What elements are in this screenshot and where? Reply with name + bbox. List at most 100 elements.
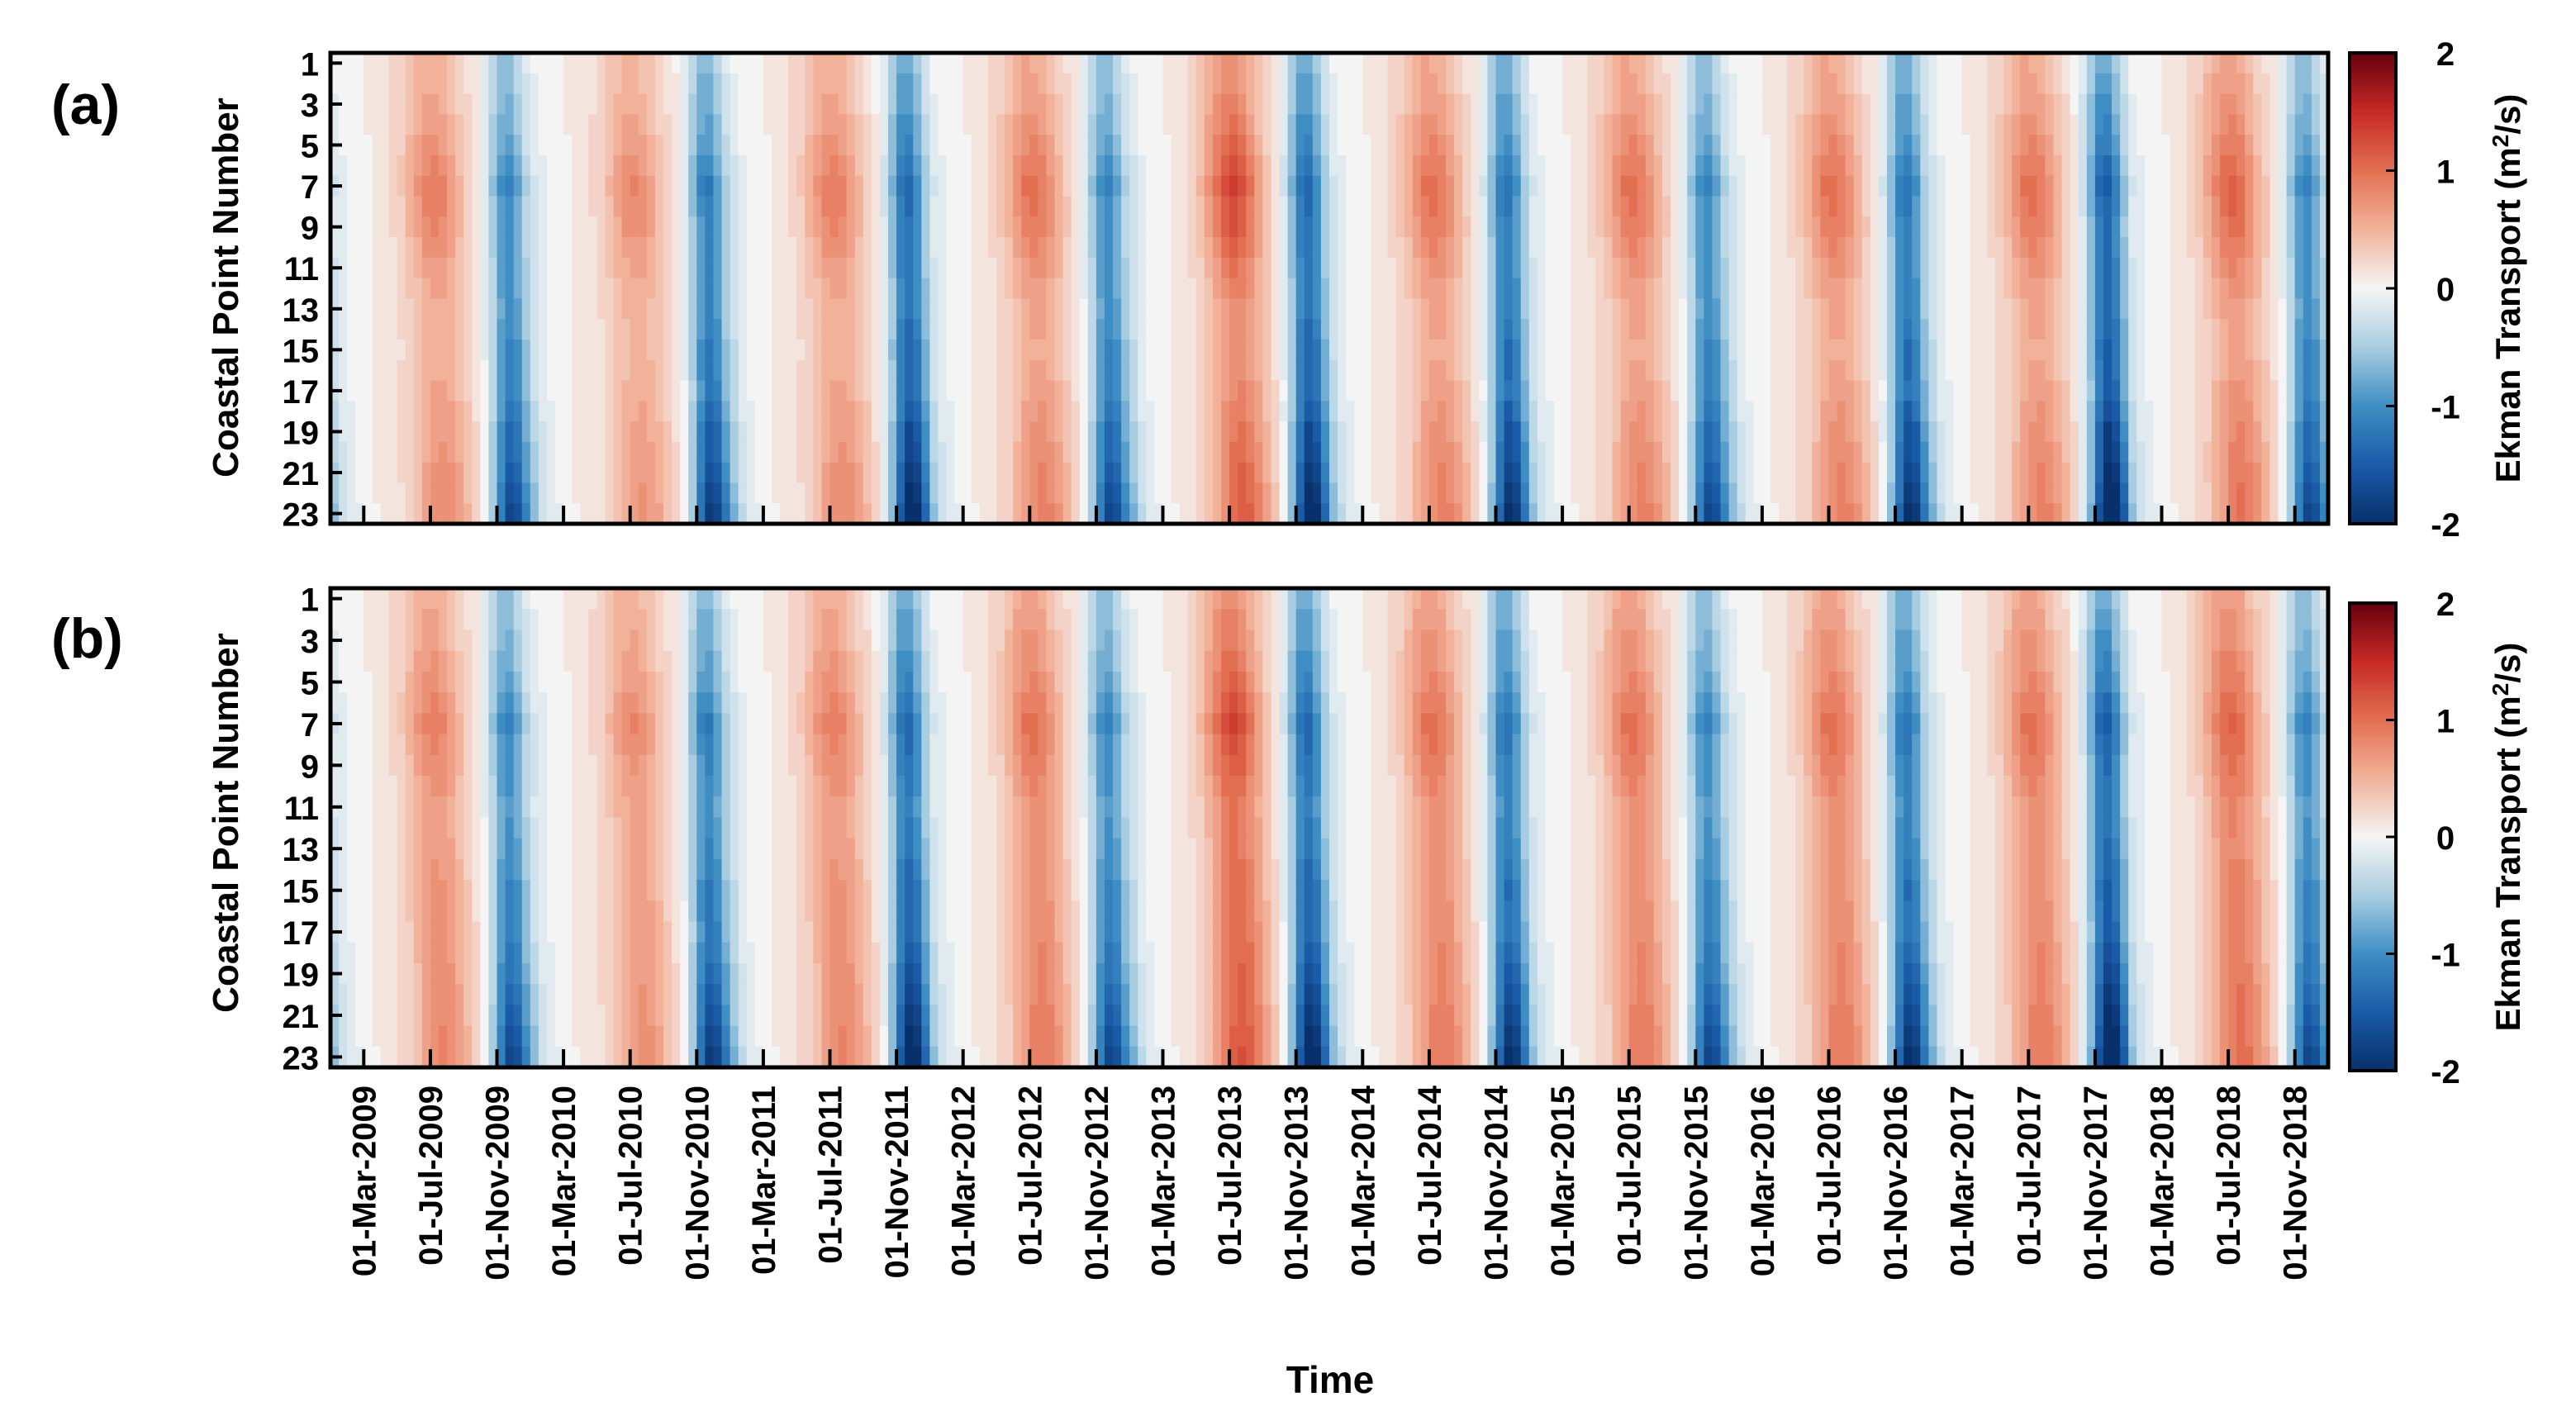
heatmap-cell [1295, 114, 1305, 135]
heatmap-cell [1312, 53, 1322, 74]
heatmap-cell [754, 114, 764, 135]
heatmap-cell [1387, 216, 1397, 238]
heatmap-cell [1379, 73, 1389, 95]
heatmap-cell [1437, 339, 1447, 361]
heatmap-cell [1753, 93, 1763, 116]
heatmap-cell [896, 237, 905, 259]
heatmap-cell [463, 339, 473, 361]
heatmap-cell [1312, 278, 1322, 300]
heatmap-cell [480, 339, 490, 361]
heatmap-cell [1395, 93, 1405, 116]
heatmap-cell [388, 216, 398, 238]
heatmap-cell [1304, 339, 1314, 361]
heatmap-cell [921, 441, 931, 463]
heatmap-cell [1870, 237, 1880, 259]
heatmap-cell [2120, 441, 2130, 463]
heatmap-cell [1970, 216, 1980, 238]
heatmap-cell [896, 135, 905, 156]
heatmap-cell [555, 114, 564, 135]
heatmap-cell [1895, 401, 1904, 422]
heatmap-cell [1138, 196, 1148, 218]
heatmap-cell [1920, 421, 1930, 443]
heatmap-cell [654, 196, 664, 218]
heatmap-cell [1138, 257, 1148, 279]
heatmap-cell [1495, 401, 1505, 422]
heatmap-cell [1937, 441, 1946, 463]
heatmap-cell [1912, 503, 1922, 525]
heatmap-cell [1404, 175, 1414, 197]
heatmap-cell [513, 135, 523, 156]
heatmap-cell [563, 278, 573, 300]
heatmap-cell [1912, 196, 1922, 218]
heatmap-cell [1961, 257, 1971, 279]
heatmap-cell [1837, 114, 1846, 135]
heatmap-cell [630, 53, 639, 74]
heatmap-cell [1446, 154, 1455, 177]
heatmap-cell [2103, 73, 2113, 95]
heatmap-cell [1162, 339, 1172, 361]
heatmap-cell [863, 421, 872, 443]
heatmap-cell [388, 380, 398, 402]
heatmap-cell [905, 53, 915, 74]
heatmap-cell [1221, 73, 1230, 95]
heatmap-cell [405, 359, 415, 382]
heatmap-cell [330, 359, 340, 382]
heatmap-cell [1079, 401, 1089, 422]
heatmap-cell [1520, 482, 1530, 505]
heatmap-cell [505, 216, 515, 238]
heatmap-cell [838, 298, 848, 320]
heatmap-cell [596, 441, 606, 463]
heatmap-cell [480, 237, 490, 259]
heatmap-cell [1887, 503, 1896, 525]
heatmap-cell [1720, 359, 1730, 382]
heatmap-cell [1679, 298, 1689, 320]
heatmap-cell [929, 73, 939, 95]
heatmap-cell [1013, 401, 1023, 422]
heatmap-cell [472, 216, 482, 238]
heatmap-cell [572, 441, 582, 463]
heatmap-cell [938, 339, 948, 361]
heatmap-cell [1071, 380, 1081, 402]
heatmap-cell [1404, 359, 1414, 382]
heatmap-cell [1437, 257, 1447, 279]
heatmap-cell [854, 93, 864, 116]
heatmap-cell [1238, 482, 1248, 505]
heatmap-cell [913, 114, 923, 135]
heatmap-cell [1187, 114, 1197, 135]
heatmap-cell [1779, 503, 1788, 525]
heatmap-cell [1428, 154, 1438, 177]
heatmap-cell [596, 175, 606, 197]
heatmap-cell [1312, 154, 1322, 177]
heatmap-cell [1853, 401, 1863, 422]
heatmap-cell [1728, 216, 1738, 238]
heatmap-cell [921, 93, 931, 116]
heatmap-cell [1437, 421, 1447, 443]
heatmap-cell [596, 462, 606, 484]
heatmap-cell [780, 298, 789, 320]
heatmap-cell [438, 380, 448, 402]
heatmap-cell [1945, 216, 1955, 238]
heatmap-cell [1320, 482, 1330, 505]
heatmap-cell [1071, 53, 1081, 74]
heatmap-cell [1728, 482, 1738, 505]
heatmap-cell [1562, 401, 1571, 422]
heatmap-cell [1187, 380, 1197, 402]
heatmap-cell [696, 196, 706, 218]
heatmap-cell [388, 114, 398, 135]
heatmap-cell [1479, 441, 1489, 463]
heatmap-cell [705, 237, 715, 259]
heatmap-cell [1620, 278, 1630, 300]
heatmap-cell [2061, 216, 2071, 238]
heatmap-cell [1695, 73, 1705, 95]
heatmap-cell [1779, 278, 1788, 300]
heatmap-cell [1820, 278, 1830, 300]
heatmap-cell [339, 421, 348, 443]
heatmap-cell [1005, 401, 1014, 422]
heatmap-cell [854, 154, 864, 177]
heatmap-cell [1728, 175, 1738, 197]
heatmap-cell [854, 175, 864, 197]
heatmap-cell [1687, 216, 1697, 238]
heatmap-cell [962, 135, 972, 156]
heatmap-cell [1428, 380, 1438, 402]
heatmap-cell [1229, 154, 1238, 177]
